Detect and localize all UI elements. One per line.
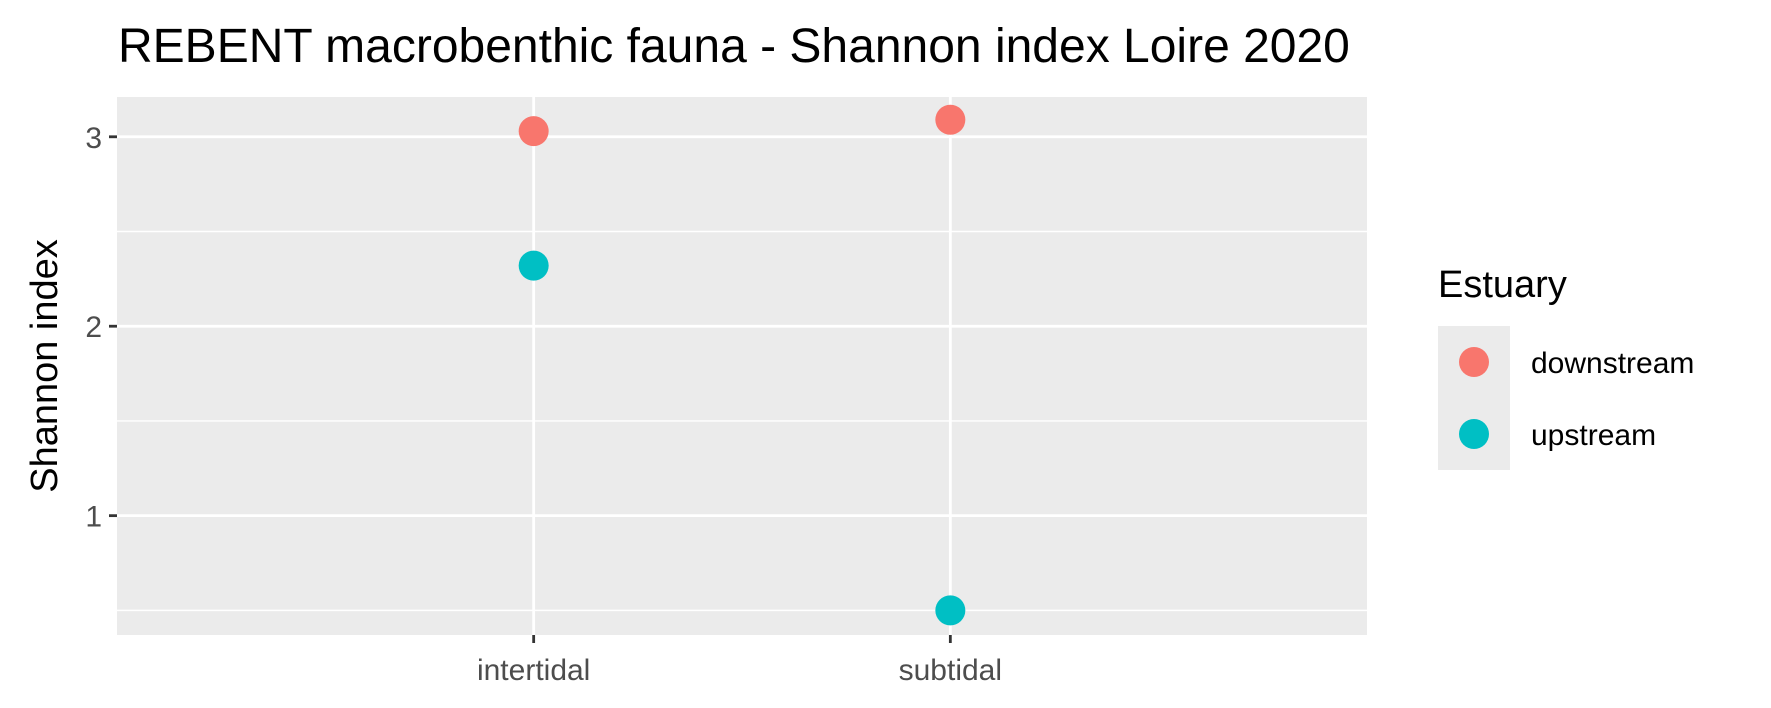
- legend-key-upstream: [1459, 419, 1489, 449]
- x-tick-label: subtidal: [899, 654, 1002, 687]
- y-tick-label: 2: [85, 311, 102, 344]
- data-points: [518, 104, 966, 626]
- y-axis: 1 2 3: [85, 122, 117, 534]
- grid-major: [117, 97, 1367, 635]
- grid-minor: [117, 230, 1367, 612]
- legend: Estuary downstream upstream: [1438, 264, 1694, 470]
- x-axis: intertidal subtidal: [477, 635, 1002, 687]
- plot-panel: [117, 97, 1367, 635]
- legend-items: downstream upstream: [1459, 347, 1694, 452]
- legend-label-downstream: downstream: [1531, 347, 1694, 380]
- y-axis-title: Shannon index: [24, 239, 66, 493]
- legend-label-upstream: upstream: [1531, 419, 1656, 452]
- data-point-upstream: [935, 595, 966, 626]
- data-point-upstream: [518, 250, 549, 281]
- legend-title: Estuary: [1438, 264, 1567, 306]
- x-tick-label: intertidal: [477, 654, 590, 687]
- y-tick-label: 3: [85, 122, 102, 155]
- chart-title: REBENT macrobenthic fauna - Shannon inde…: [118, 20, 1350, 73]
- data-point-downstream: [935, 104, 966, 135]
- data-point-downstream: [518, 116, 549, 147]
- y-tick-label: 1: [85, 501, 102, 534]
- legend-key-downstream: [1459, 347, 1489, 377]
